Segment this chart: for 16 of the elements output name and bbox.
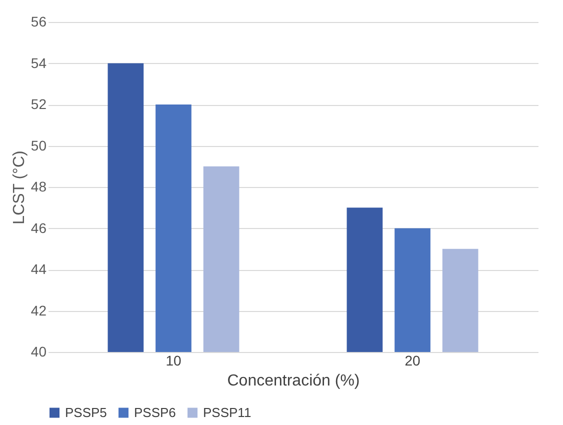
y-tick-label: 48 <box>30 178 47 194</box>
legend-label: PSSP5 <box>65 404 107 420</box>
y-tick-label: 40 <box>30 344 47 360</box>
y-tick-label: 52 <box>30 96 47 112</box>
y-axis-title: LCST (°C) <box>10 150 28 224</box>
y-tick-label: 46 <box>30 220 47 236</box>
y-tick-label: 42 <box>30 302 47 318</box>
y-tick-label: 54 <box>30 54 47 71</box>
x-axis-title: Concentración (%) <box>227 372 360 390</box>
x-tick-label: 20 <box>404 352 421 368</box>
legend-label: PSSP6 <box>134 404 176 420</box>
y-tick-label: 56 <box>30 14 47 30</box>
y-tick-label: 44 <box>30 261 47 277</box>
x-tick-label: 10 <box>166 352 182 368</box>
legend-label: PSSP11 <box>203 404 252 420</box>
y-tick-label: 50 <box>30 137 47 154</box>
